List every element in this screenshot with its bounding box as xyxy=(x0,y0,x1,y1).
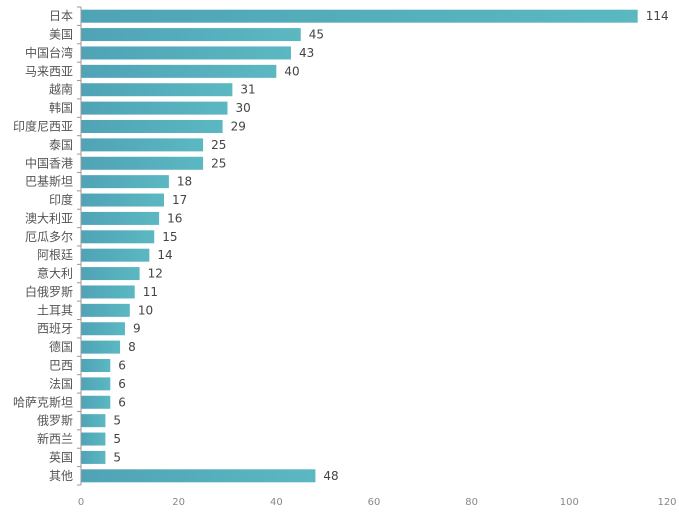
bar xyxy=(81,432,106,446)
bar xyxy=(81,414,106,428)
category-label: 泰国 xyxy=(49,138,73,152)
category-label: 法国 xyxy=(49,377,73,391)
value-label: 14 xyxy=(157,248,172,262)
bar xyxy=(81,340,121,354)
category-label: 其他 xyxy=(49,469,73,483)
bar xyxy=(81,303,130,317)
x-tick-label: 0 xyxy=(78,497,84,508)
value-label: 6 xyxy=(118,359,126,373)
value-label: 40 xyxy=(284,64,299,78)
category-label: 韩国 xyxy=(49,100,73,115)
value-labels: 1144543403130292525181716151412111098666… xyxy=(113,9,668,483)
x-tick-label: 100 xyxy=(560,497,579,508)
category-label: 巴基斯坦 xyxy=(25,175,73,189)
x-tick-label: 60 xyxy=(368,497,381,508)
category-label: 意大利 xyxy=(37,266,73,281)
value-label: 5 xyxy=(113,432,121,446)
bar xyxy=(81,156,204,170)
category-label: 白俄罗斯 xyxy=(25,284,73,299)
bar xyxy=(81,28,301,42)
category-label: 俄罗斯 xyxy=(37,414,73,428)
bar xyxy=(81,83,233,97)
bar xyxy=(81,138,204,152)
value-label: 18 xyxy=(177,175,192,189)
value-label: 10 xyxy=(138,303,153,317)
category-label: 印度尼西亚 xyxy=(13,119,73,134)
bar xyxy=(81,395,111,409)
bar xyxy=(81,322,125,336)
bar xyxy=(81,359,111,372)
category-label: 中国香港 xyxy=(25,155,73,170)
value-label: 25 xyxy=(211,156,226,170)
category-label: 西班牙 xyxy=(37,322,73,336)
category-label: 美国 xyxy=(49,28,73,42)
category-label: 土耳其 xyxy=(37,303,73,317)
category-label: 厄瓜多尔 xyxy=(25,229,73,244)
bar xyxy=(81,211,160,225)
value-label: 114 xyxy=(646,9,669,23)
category-label: 越南 xyxy=(49,82,73,97)
bar xyxy=(81,230,155,244)
value-label: 8 xyxy=(128,340,136,354)
bar xyxy=(81,450,106,464)
value-label: 45 xyxy=(309,28,324,42)
value-label: 16 xyxy=(167,211,182,225)
value-label: 6 xyxy=(118,395,126,409)
value-label: 6 xyxy=(118,377,126,391)
category-label: 印度 xyxy=(49,192,73,207)
category-label: 哈萨克斯坦 xyxy=(13,395,73,409)
value-label: 9 xyxy=(133,322,141,336)
bar xyxy=(81,193,165,207)
bar xyxy=(81,9,638,23)
category-label: 巴西 xyxy=(49,359,73,373)
bar xyxy=(81,64,277,78)
value-label: 30 xyxy=(236,101,251,115)
category-label: 日本 xyxy=(49,9,73,23)
category-labels: 日本美国中国台湾马来西亚越南韩国印度尼西亚泰国中国香港巴基斯坦印度澳大利亚厄瓜多… xyxy=(13,9,73,483)
x-tick-label: 80 xyxy=(465,497,478,508)
value-label: 31 xyxy=(240,83,255,97)
bar xyxy=(81,469,316,483)
bar xyxy=(81,248,150,262)
bars-layer xyxy=(81,9,638,483)
value-label: 48 xyxy=(323,469,338,483)
category-label: 阿根廷 xyxy=(37,248,73,262)
x-tick-label: 20 xyxy=(172,497,185,508)
x-tick-label: 120 xyxy=(657,497,676,508)
value-label: 43 xyxy=(299,46,314,60)
value-label: 5 xyxy=(113,450,121,464)
value-label: 11 xyxy=(143,285,158,299)
value-label: 5 xyxy=(113,414,121,428)
bar xyxy=(81,120,223,133)
category-label: 德国 xyxy=(49,339,73,354)
x-tick-label: 40 xyxy=(270,497,283,508)
category-label: 澳大利亚 xyxy=(25,211,73,225)
category-label: 英国 xyxy=(49,450,73,464)
value-label: 12 xyxy=(148,267,163,281)
value-label: 25 xyxy=(211,138,226,152)
bar xyxy=(81,46,291,60)
bar xyxy=(81,377,111,391)
axes: 0 20 40 60 80 100 120 xyxy=(77,6,677,508)
value-label: 17 xyxy=(172,193,187,207)
value-label: 15 xyxy=(162,230,177,244)
category-label: 中国台湾 xyxy=(25,45,73,60)
bar xyxy=(81,285,135,299)
category-label: 新西兰 xyxy=(37,431,73,446)
bar xyxy=(81,175,169,189)
bar xyxy=(81,267,140,281)
bar xyxy=(81,101,228,115)
value-label: 29 xyxy=(231,120,246,134)
category-label: 马来西亚 xyxy=(25,64,73,78)
